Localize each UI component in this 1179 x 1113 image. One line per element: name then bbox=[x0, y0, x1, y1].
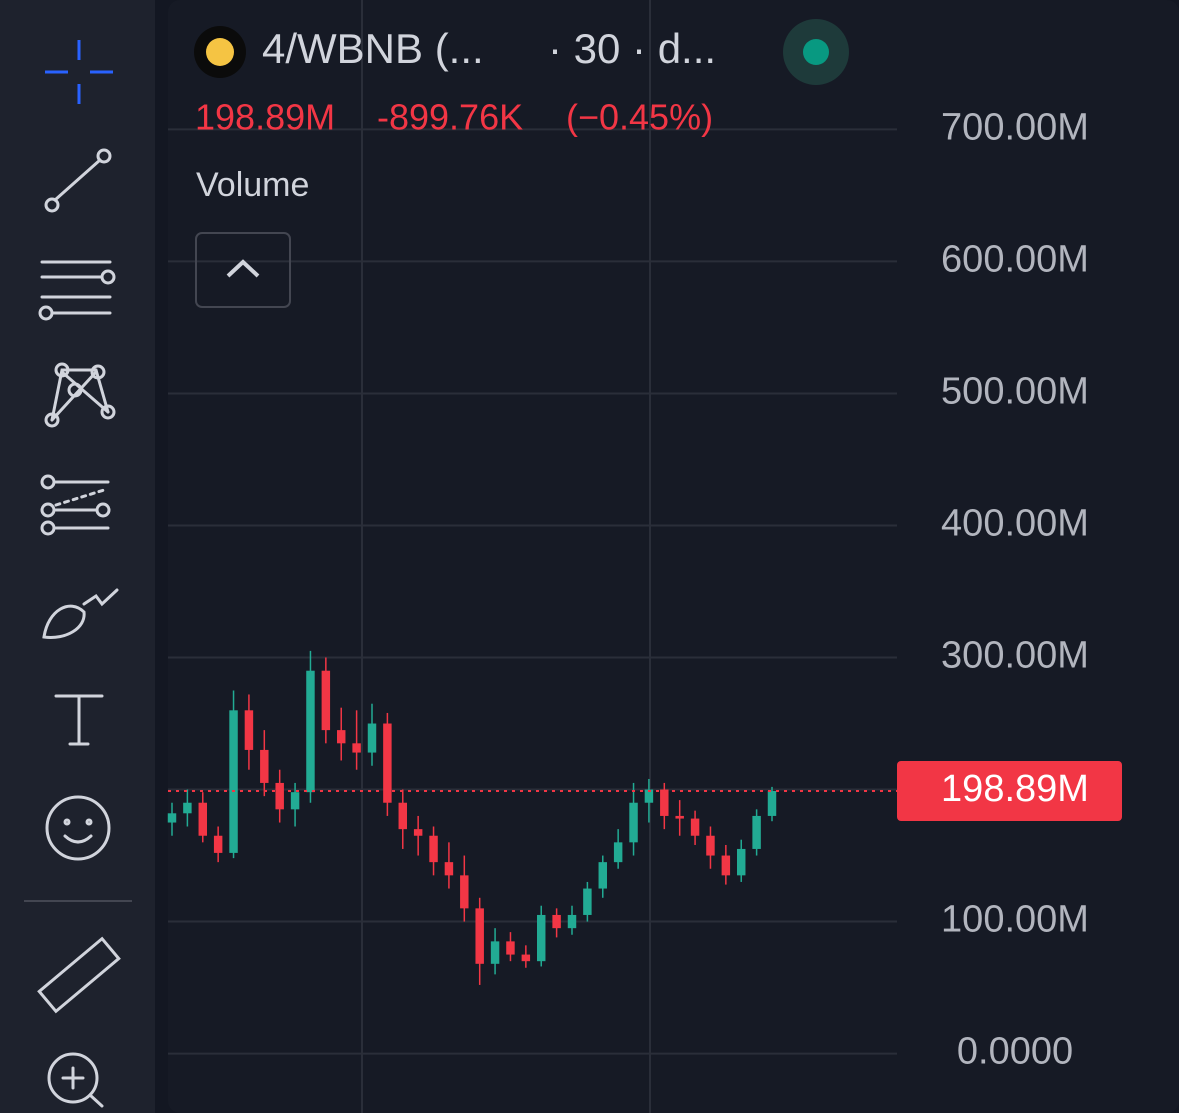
study-label: Volume bbox=[196, 166, 309, 204]
candle-body bbox=[460, 875, 469, 909]
candle-body bbox=[352, 743, 361, 753]
candle-body bbox=[660, 789, 669, 816]
price-label: 198.89M bbox=[941, 768, 1089, 810]
candle-body bbox=[260, 749, 269, 783]
candle-body bbox=[413, 829, 423, 836]
candle-body bbox=[490, 941, 500, 964]
ruler-tool[interactable] bbox=[37, 936, 121, 1014]
y-tick-label: 300.00M bbox=[941, 635, 1089, 677]
y-tick-label: 0.0000 bbox=[957, 1031, 1073, 1073]
candle-body bbox=[629, 802, 638, 843]
candle-body bbox=[644, 789, 654, 803]
candle-body bbox=[444, 862, 454, 876]
last-price: 198.89M bbox=[195, 97, 335, 138]
text-tool[interactable] bbox=[54, 694, 104, 746]
candle-body bbox=[752, 815, 761, 849]
brush-tool[interactable] bbox=[42, 588, 119, 639]
symbol[interactable]: 4/WBNB (... bbox=[262, 25, 484, 72]
candle-body bbox=[383, 723, 392, 803]
candle-body bbox=[229, 710, 238, 853]
y-tick-label: 700.00M bbox=[941, 106, 1089, 148]
candle-body bbox=[521, 954, 531, 962]
candle-body bbox=[613, 842, 623, 863]
candle-body bbox=[275, 782, 284, 810]
trendline-tool[interactable] bbox=[44, 148, 112, 213]
candle-body bbox=[398, 802, 407, 830]
y-tick-label: 600.00M bbox=[941, 238, 1089, 280]
candle-body bbox=[583, 888, 592, 915]
plot bbox=[167, 650, 897, 985]
candle-body bbox=[567, 914, 577, 929]
candle-body bbox=[706, 835, 715, 856]
pattern-tool[interactable] bbox=[44, 362, 116, 428]
toolbar bbox=[0, 0, 155, 1113]
candle-body bbox=[213, 835, 223, 853]
candle-body bbox=[244, 710, 254, 750]
price-label-bg bbox=[897, 760, 1122, 821]
candle-body bbox=[690, 818, 700, 836]
candle-body bbox=[198, 802, 207, 836]
candle-body bbox=[767, 790, 777, 816]
emoji-tool[interactable] bbox=[45, 795, 111, 861]
status-dot bbox=[803, 39, 829, 65]
collapse-button[interactable] bbox=[195, 232, 291, 308]
y-tick-label: 400.00M bbox=[941, 503, 1089, 545]
candle-body bbox=[598, 862, 607, 889]
interval[interactable]: · 30 · d... bbox=[548, 25, 716, 72]
y-tick-label: 500.00M bbox=[941, 370, 1089, 412]
candle-body bbox=[721, 855, 731, 876]
candle-body bbox=[337, 730, 346, 744]
candle-body bbox=[367, 723, 377, 753]
candle-body bbox=[290, 792, 300, 810]
candle-body bbox=[552, 914, 561, 929]
candle-body bbox=[321, 670, 331, 731]
candle-body bbox=[737, 848, 746, 876]
symbol-logo-mark bbox=[206, 38, 234, 66]
collapse-icon bbox=[226, 259, 260, 278]
candle-body bbox=[537, 914, 546, 962]
crosshair-tool[interactable] bbox=[45, 40, 113, 104]
candle-body bbox=[167, 813, 177, 823]
chart-pane bbox=[168, 0, 1179, 1113]
candle-body bbox=[306, 670, 315, 793]
candle-body bbox=[675, 815, 684, 819]
zoom-tool[interactable] bbox=[47, 1052, 104, 1108]
candle-body bbox=[475, 908, 484, 964]
change-pct: (−0.45%) bbox=[566, 97, 713, 138]
candle-body bbox=[183, 802, 192, 814]
prediction-tool[interactable] bbox=[40, 474, 111, 536]
y-tick-label: 100.00M bbox=[941, 899, 1089, 941]
change: -899.76K bbox=[377, 97, 523, 138]
candle-body bbox=[429, 835, 438, 863]
fib-tool[interactable] bbox=[38, 260, 116, 321]
candle-body bbox=[506, 941, 515, 955]
